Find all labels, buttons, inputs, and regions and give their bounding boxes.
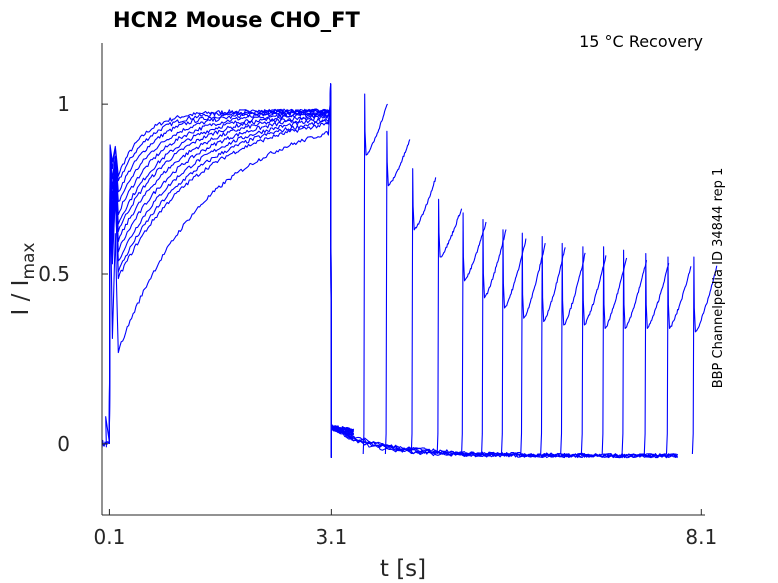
y-tick-label: 0 [57, 432, 70, 456]
chart-title: HCN2 Mouse CHO_FT [113, 8, 360, 32]
x-ticks: 0.1 3.1 8.1 [93, 509, 717, 549]
recovery-pulse-trace [580, 246, 607, 455]
plot-area: 00.51 0.1 3.1 8.1 [38, 43, 718, 549]
activation-trace [108, 83, 354, 458]
recovery-pulse-trace [691, 256, 718, 455]
activation-trace [108, 96, 354, 458]
y-axis-label-main: I / I [8, 280, 34, 316]
recovery-pulse-trace [384, 130, 411, 455]
recovery-pulse-trace [520, 232, 546, 455]
activation-trace [108, 83, 355, 458]
x-tick-label: 8.1 [685, 525, 717, 549]
y-axis-label-subscript: max [19, 243, 39, 280]
y-tick-label: 1 [57, 92, 70, 116]
activation-trace [108, 83, 354, 458]
baseline-trace [101, 416, 110, 448]
x-tick-label: 3.1 [315, 525, 347, 549]
recovery-pulse-trace [461, 212, 487, 455]
activation-trace [108, 96, 354, 458]
recovery-pulse-trace [481, 219, 507, 455]
recovery-pulse-trace [362, 93, 389, 455]
x-tick-label: 0.1 [93, 525, 125, 549]
recovery-pulse-trace [560, 242, 586, 455]
recovery-pulse-trace [643, 253, 670, 455]
y-tick-label: 0.5 [38, 262, 70, 286]
recovery-pulse-trace [601, 246, 628, 455]
recovery-pulse-trace [540, 236, 566, 455]
activation-trace [108, 90, 355, 458]
residual-trace [331, 428, 678, 459]
x-axis-label: t [s] [380, 556, 426, 582]
recovery-pulse-trace [436, 198, 463, 455]
activation-trace [108, 96, 355, 458]
svg-text:I / Imax: I / Imax [8, 243, 39, 316]
activation-trace [108, 83, 355, 458]
recovery-pulse-trace [621, 249, 648, 455]
activation-trace [108, 90, 355, 458]
residual-trace [330, 426, 679, 459]
activation-trace [108, 90, 354, 458]
dataset-id-note: BBP Channelpedia ID 34844 rep 1 [711, 168, 726, 389]
recovery-pulse-trace [410, 168, 437, 455]
chart-subtitle: 15 °C Recovery [579, 32, 703, 51]
current-traces [101, 83, 718, 459]
y-axis-label: I / Imax [8, 243, 39, 316]
recovery-pulse-trace [665, 256, 692, 455]
activation-trace [108, 96, 354, 458]
activation-trace [108, 90, 355, 458]
y-ticks: 00.51 [38, 92, 108, 456]
